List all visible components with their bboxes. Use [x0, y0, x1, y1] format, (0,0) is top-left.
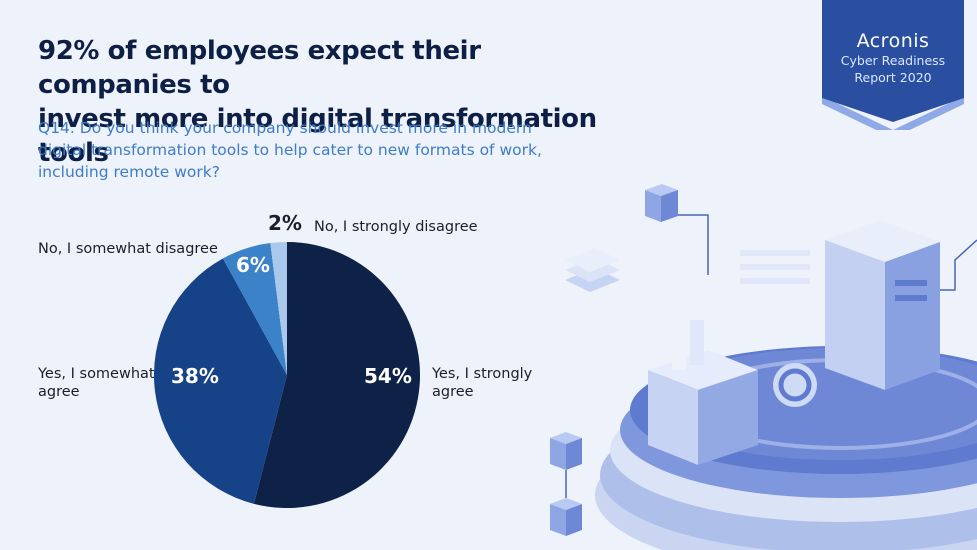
slice-strongly-agree	[253, 242, 420, 508]
chart-title: 92% of employees expect their companies …	[38, 34, 638, 170]
slice-strongly-disagree	[270, 242, 287, 375]
label-strongly-agree: Yes, I strongly agree	[432, 366, 533, 400]
title-line-2: invest more into digital transformation …	[38, 104, 597, 168]
title-line-1: 92% of employees expect their companies …	[38, 36, 481, 100]
label-strongly-disagree: No, I strongly disagree	[314, 219, 478, 235]
slice-somewhat-disagree	[222, 243, 287, 375]
badge-line-1: Cyber Readiness	[840, 53, 946, 68]
label-somewhat-agree: Yes, I somewhat agree	[38, 366, 155, 400]
badge-line-2: Report 2020	[854, 70, 932, 85]
label-somewhat-disagree: No, I somewhat disagree	[38, 241, 218, 257]
brand-logo: Acronis	[856, 30, 930, 52]
value-label-strongly-disagree: 2%	[268, 211, 302, 235]
value-label-strongly-agree: 54%	[364, 364, 412, 388]
report-badge	[822, 0, 964, 130]
value-label-somewhat-disagree: 6%	[236, 253, 270, 277]
datacenter-illustration	[550, 184, 977, 550]
slice-somewhat-agree	[153, 258, 287, 504]
badge-text: Acronis Cyber Readiness Report 2020	[822, 30, 964, 86]
value-label-somewhat-agree: 38%	[171, 364, 219, 388]
survey-question: Q14. Do you think your company should in…	[38, 119, 542, 181]
